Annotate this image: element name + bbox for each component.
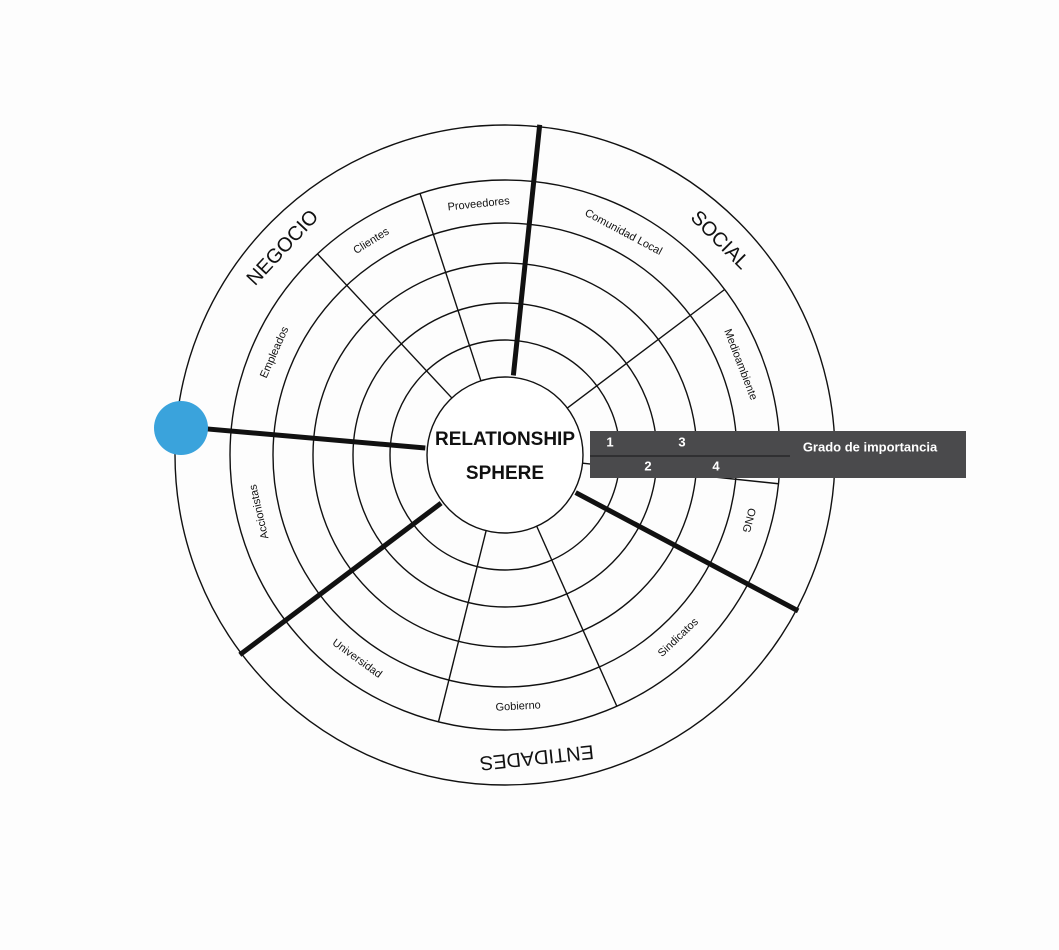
group-label: NEGOCIO: [243, 206, 324, 290]
divider: [437, 530, 487, 723]
segment-label: Proveedores: [447, 195, 511, 214]
segment-label: Sindicatos: [656, 616, 701, 660]
scale-level: 3: [678, 434, 685, 449]
divider: [316, 253, 453, 399]
group-label: ENTIDADES: [479, 740, 595, 774]
center-line: RELATIONSHIP: [435, 429, 575, 450]
scale-bar: [590, 431, 966, 478]
scale-level: 1: [606, 434, 613, 449]
segment-label: ONG: [739, 507, 757, 534]
group-divider: [174, 423, 426, 451]
segment-label: Accionistas: [247, 483, 271, 540]
scale-level: 4: [712, 458, 720, 473]
divider: [566, 288, 726, 409]
group-divider: [510, 124, 543, 376]
center-line: SPHERE: [466, 463, 544, 484]
ring: [426, 376, 584, 534]
scale-title: Grado de importancia: [803, 439, 938, 454]
handle: [154, 401, 208, 455]
segment-label: Gobierno: [495, 699, 541, 713]
segment-label: Clientes: [351, 225, 391, 257]
segment-label: Comunidad Local: [583, 207, 664, 258]
scale-level: 2: [644, 458, 651, 473]
divider: [536, 525, 618, 707]
group-label: SOCIAL: [686, 207, 753, 274]
group-divider: [574, 490, 800, 614]
divider: [419, 193, 482, 382]
group-divider: [238, 501, 443, 657]
segment-label: Empleados: [258, 324, 292, 380]
